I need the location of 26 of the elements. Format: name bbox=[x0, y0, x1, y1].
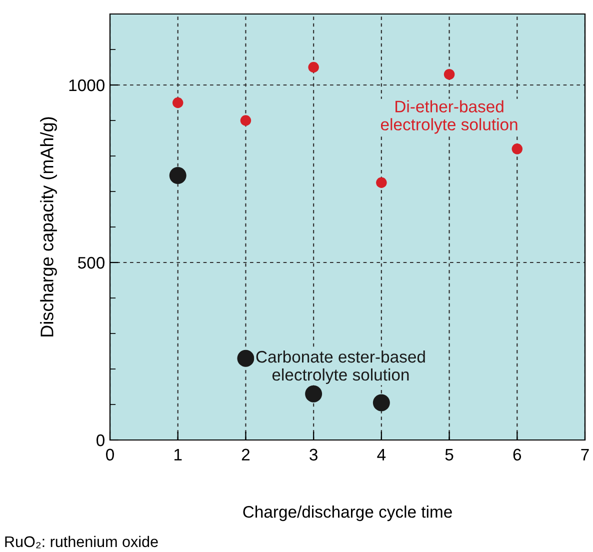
point bbox=[237, 350, 254, 367]
y-tick-label: 1000 bbox=[69, 79, 104, 92]
point bbox=[240, 115, 252, 126]
point bbox=[169, 167, 186, 184]
x-axis-title: Charge/discharge cycle time bbox=[243, 506, 452, 522]
y-axis-title: Discharge capacity (mAh/g) bbox=[40, 117, 57, 336]
x-tick-label: 1 bbox=[174, 448, 182, 460]
point bbox=[376, 177, 387, 188]
x-tick-label: 7 bbox=[581, 448, 589, 460]
x-tick-label: 3 bbox=[310, 448, 318, 461]
x-tick-label: 0 bbox=[106, 448, 114, 461]
point bbox=[372, 394, 390, 412]
y-tick-label: 500 bbox=[78, 256, 104, 269]
series-label: Carbonate ester-based electrolyte solution bbox=[256, 350, 425, 384]
x-tick-label: 5 bbox=[445, 448, 454, 461]
point bbox=[172, 97, 184, 108]
y-tick-label: 0 bbox=[96, 434, 104, 446]
text: RuO₂: ruthenium oxide bbox=[5, 536, 158, 548]
point bbox=[444, 68, 455, 80]
x-tick-label: 2 bbox=[242, 448, 250, 460]
point bbox=[305, 385, 322, 402]
series-label: Di-ether-based electrolyte solution bbox=[380, 100, 518, 134]
point bbox=[512, 144, 523, 154]
x-tick-label: 6 bbox=[513, 448, 522, 461]
point bbox=[308, 62, 319, 73]
x-tick-label: 4 bbox=[377, 448, 386, 460]
